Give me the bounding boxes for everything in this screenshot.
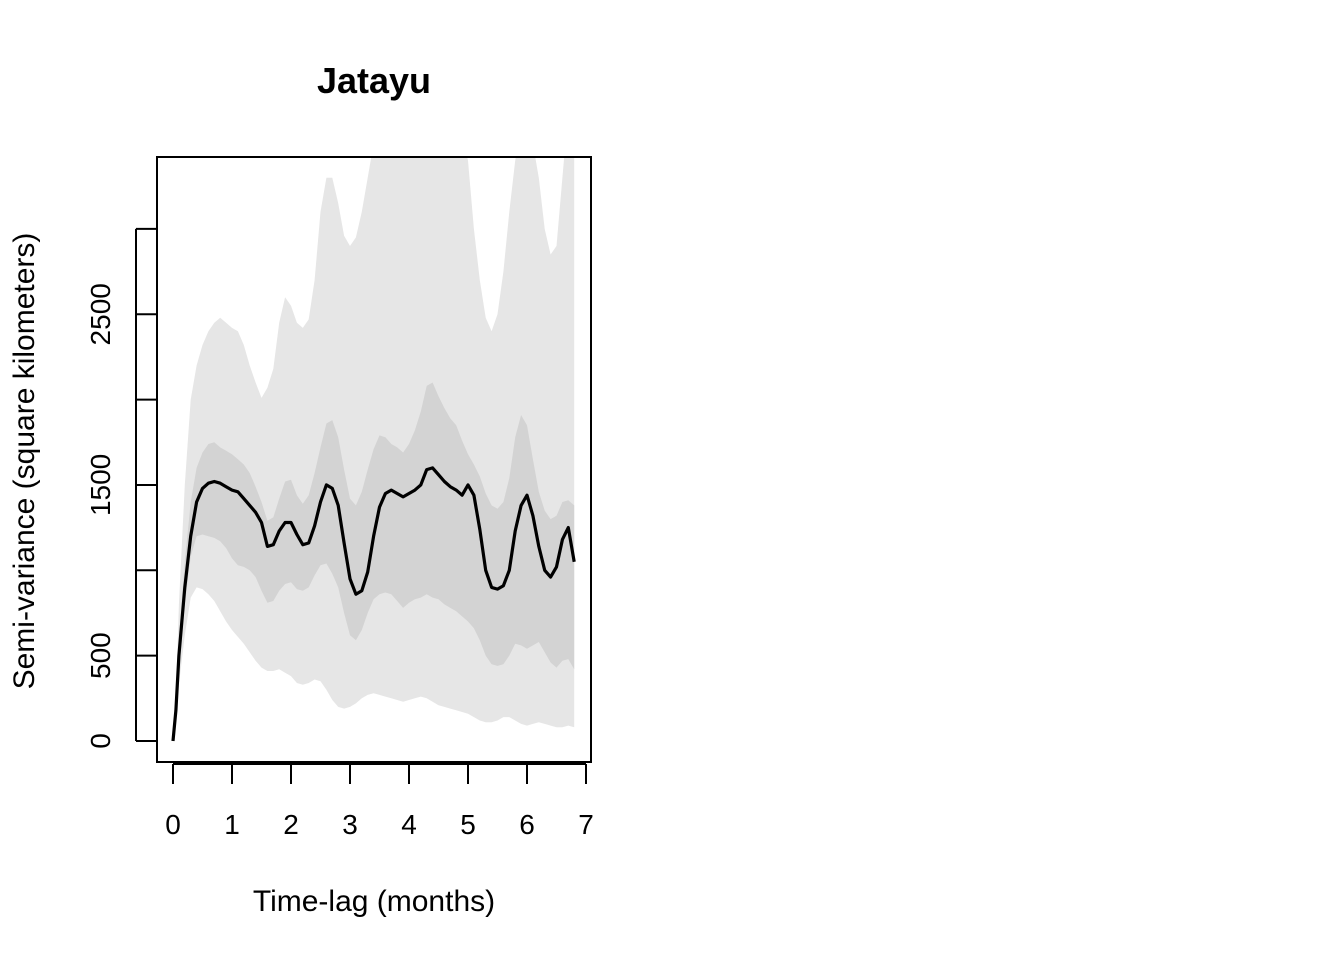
x-tick-label: 4 (401, 809, 417, 840)
x-axis: 0 1 2 3 4 5 6 7 (165, 763, 594, 840)
outer-confidence-band (173, 157, 575, 741)
inner-confidence-band (173, 382, 575, 741)
y-tick-label: 500 (85, 632, 116, 679)
x-tick-label: 0 (165, 809, 181, 840)
y-axis-label: Semi-variance (square kilometers) (8, 233, 41, 690)
x-tick-label: 5 (460, 809, 476, 840)
chart-title: Jatayu (317, 60, 431, 101)
x-tick-label: 1 (224, 809, 240, 840)
y-tick-label: 2500 (85, 283, 116, 345)
semi-variance-line (171, 466, 576, 742)
plot-frame (156, 156, 592, 763)
x-tick-label: 3 (342, 809, 358, 840)
x-tick-label: 6 (519, 809, 535, 840)
x-tick-label: 2 (283, 809, 299, 840)
x-tick-label: 7 (578, 809, 594, 840)
y-tick-label: 1500 (85, 454, 116, 516)
y-tick-label: 0 (85, 733, 116, 749)
y-axis: 0 500 1500 2500 (85, 227, 157, 749)
plot-area (171, 157, 576, 742)
x-axis-label: Time-lag (months) (253, 885, 495, 918)
